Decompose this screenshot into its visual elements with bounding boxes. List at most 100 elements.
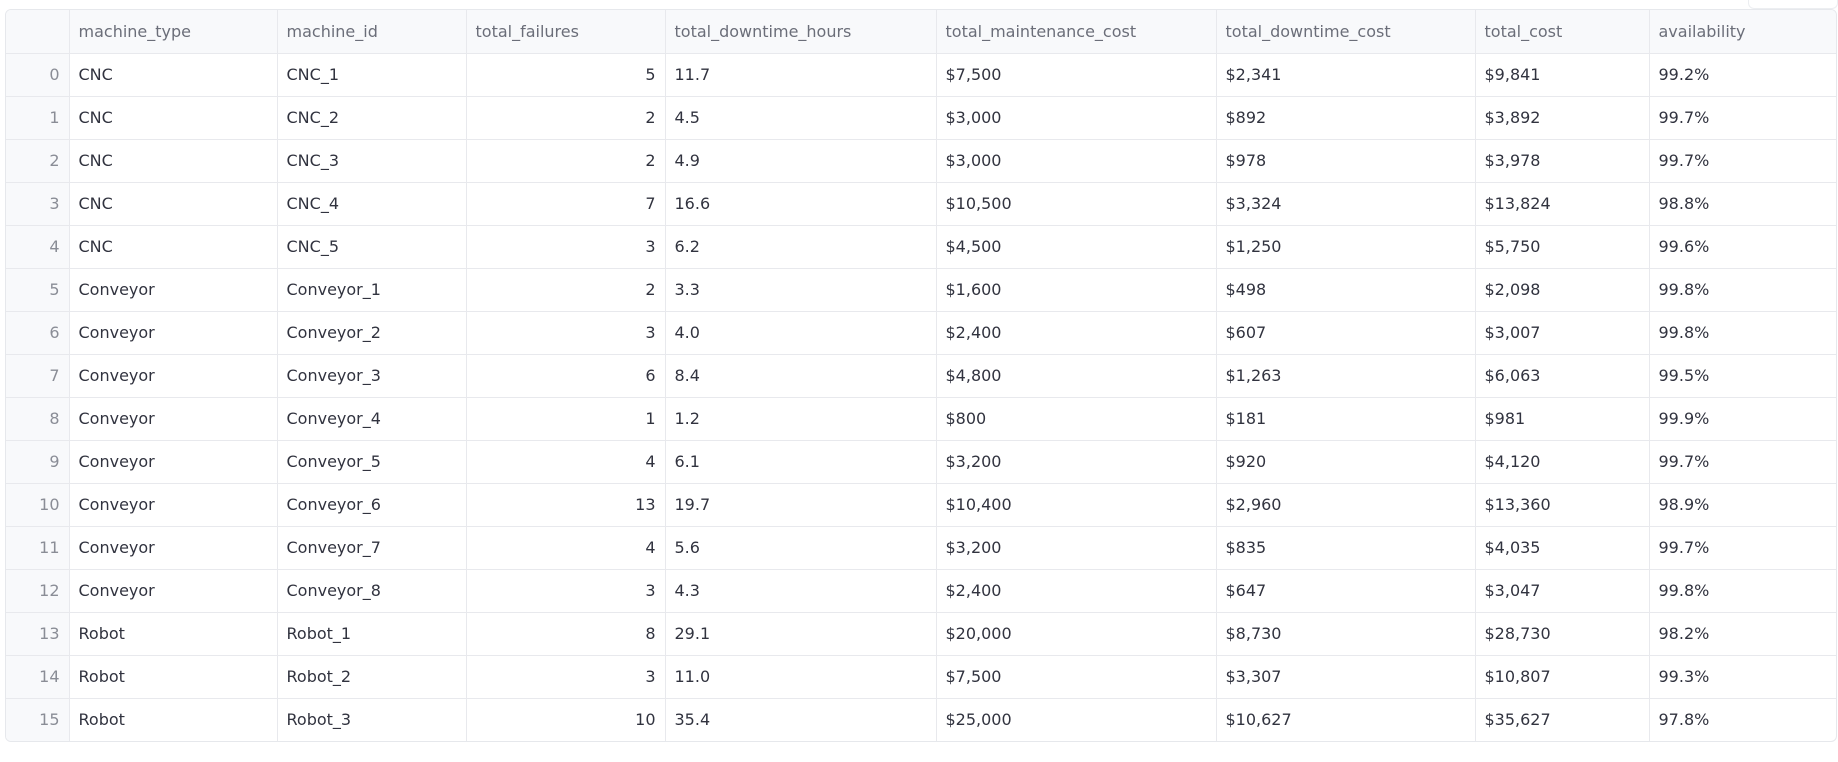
table-cell[interactable]: $835 [1216,526,1476,570]
row-index[interactable]: 4 [6,225,70,269]
table-cell[interactable]: $2,341 [1216,53,1476,97]
column-header[interactable]: total_downtime_hours [665,10,937,54]
table-cell[interactable]: Robot_3 [277,698,467,741]
table-cell[interactable]: 5 [466,53,666,97]
table-cell[interactable]: $4,035 [1475,526,1650,570]
table-cell[interactable]: 98.2% [1649,612,1836,656]
table-cell[interactable]: $647 [1216,569,1476,613]
column-header[interactable]: total_downtime_cost [1216,10,1476,54]
table-cell[interactable]: $800 [936,397,1217,441]
table-cell[interactable]: Conveyor_7 [277,526,467,570]
table-cell[interactable]: 11.7 [665,53,937,97]
table-cell[interactable]: 3 [466,569,666,613]
table-cell[interactable]: $4,500 [936,225,1217,269]
table-cell[interactable]: 35.4 [665,698,937,741]
row-index[interactable]: 11 [6,526,70,570]
table-cell[interactable]: $981 [1475,397,1650,441]
table-cell[interactable]: $3,892 [1475,96,1650,140]
table-cell[interactable]: 4.3 [665,569,937,613]
table-cell[interactable]: Conveyor_4 [277,397,467,441]
table-cell[interactable]: 16.6 [665,182,937,226]
table-row[interactable]: 6 Conveyor Conveyor_2 3 4.0 $2,400 $607 $3,007 9… [6,311,1836,355]
table-cell[interactable]: 2 [466,96,666,140]
table-cell[interactable]: $3,307 [1216,655,1476,699]
table-cell[interactable]: $3,047 [1475,569,1650,613]
table-cell[interactable]: 11.0 [665,655,937,699]
table-cell[interactable]: Conveyor [69,311,278,355]
table-cell[interactable]: $3,200 [936,440,1217,484]
table-cell[interactable]: 4 [466,526,666,570]
table-cell[interactable]: $10,400 [936,483,1217,527]
table-cell[interactable]: 6.2 [665,225,937,269]
table-cell[interactable]: 29.1 [665,612,937,656]
table-cell[interactable]: 99.8% [1649,569,1836,613]
column-header[interactable]: total_maintenance_cost [936,10,1217,54]
table-cell[interactable]: Conveyor [69,354,278,398]
table-cell[interactable]: 99.2% [1649,53,1836,97]
table-cell[interactable]: 99.7% [1649,526,1836,570]
row-index[interactable]: 5 [6,268,70,312]
table-cell[interactable]: 98.8% [1649,182,1836,226]
row-index[interactable]: 3 [6,182,70,226]
row-index[interactable]: 12 [6,569,70,613]
table-row[interactable]: 11 Conveyor Conveyor_7 4 5.6 $3,200 $835 $4,035… [6,526,1836,570]
table-cell[interactable]: Conveyor_3 [277,354,467,398]
table-cell[interactable]: $1,250 [1216,225,1476,269]
table-cell[interactable]: CNC [69,182,278,226]
table-cell[interactable]: 99.7% [1649,139,1836,183]
row-index[interactable]: 1 [6,96,70,140]
table-cell[interactable]: 7 [466,182,666,226]
table-cell[interactable]: 99.7% [1649,96,1836,140]
table-cell[interactable]: 1 [466,397,666,441]
table-cell[interactable]: 99.6% [1649,225,1836,269]
table-cell[interactable]: $181 [1216,397,1476,441]
table-cell[interactable]: 3 [466,311,666,355]
table-cell[interactable]: $6,063 [1475,354,1650,398]
table-cell[interactable]: $1,263 [1216,354,1476,398]
table-cell[interactable]: Conveyor [69,397,278,441]
table-cell[interactable]: Robot_1 [277,612,467,656]
table-row[interactable]: 0 CNC CNC_1 5 11.7 $7,500 $2,341 $9,841 99.2% [6,53,1836,97]
table-cell[interactable]: Conveyor [69,569,278,613]
table-cell[interactable]: Robot [69,698,278,741]
table-cell[interactable]: 98.9% [1649,483,1836,527]
table-cell[interactable]: 99.7% [1649,440,1836,484]
table-cell[interactable]: 3 [466,655,666,699]
row-index[interactable]: 15 [6,698,70,741]
table-cell[interactable]: $28,730 [1475,612,1650,656]
table-row[interactable]: 12 Conveyor Conveyor_8 3 4.3 $2,400 $647 $3,047… [6,569,1836,613]
row-index[interactable]: 7 [6,354,70,398]
table-cell[interactable]: 6 [466,354,666,398]
column-header[interactable]: machine_type [69,10,278,54]
table-row[interactable]: 7 Conveyor Conveyor_3 6 8.4 $4,800 $1,263 $6,06… [6,354,1836,398]
table-cell[interactable]: $2,400 [936,569,1217,613]
row-index[interactable]: 6 [6,311,70,355]
table-cell[interactable]: $4,120 [1475,440,1650,484]
table-cell[interactable]: 3.3 [665,268,937,312]
table-cell[interactable]: $920 [1216,440,1476,484]
table-cell[interactable]: 99.3% [1649,655,1836,699]
table-cell[interactable]: $978 [1216,139,1476,183]
table-cell[interactable]: 8.4 [665,354,937,398]
table-cell[interactable]: 99.8% [1649,268,1836,312]
table-cell[interactable]: $3,324 [1216,182,1476,226]
row-index[interactable]: 0 [6,53,70,97]
table-cell[interactable]: 6.1 [665,440,937,484]
dataframe-table[interactable]: machine_type machine_id total_failures tota… [5,9,1837,742]
table-cell[interactable]: $7,500 [936,655,1217,699]
table-cell[interactable]: $25,000 [936,698,1217,741]
table-cell[interactable]: Conveyor_1 [277,268,467,312]
row-index[interactable]: 8 [6,397,70,441]
row-index[interactable]: 2 [6,139,70,183]
table-cell[interactable]: $3,000 [936,139,1217,183]
table-cell[interactable]: CNC_4 [277,182,467,226]
table-row[interactable]: 10 Conveyor Conveyor_6 13 19.7 $10,400 $2,960 $… [6,483,1836,527]
table-row[interactable]: 5 Conveyor Conveyor_1 2 3.3 $1,600 $498 $2,098 9… [6,268,1836,312]
table-cell[interactable]: Conveyor_8 [277,569,467,613]
table-cell[interactable]: $13,360 [1475,483,1650,527]
table-cell[interactable]: CNC_1 [277,53,467,97]
table-row[interactable]: 13 Robot Robot_1 8 29.1 $20,000 $8,730 $28,730 9… [6,612,1836,656]
table-cell[interactable]: $607 [1216,311,1476,355]
toolbar-tab[interactable] [1748,0,1838,9]
table-cell[interactable]: Robot_2 [277,655,467,699]
